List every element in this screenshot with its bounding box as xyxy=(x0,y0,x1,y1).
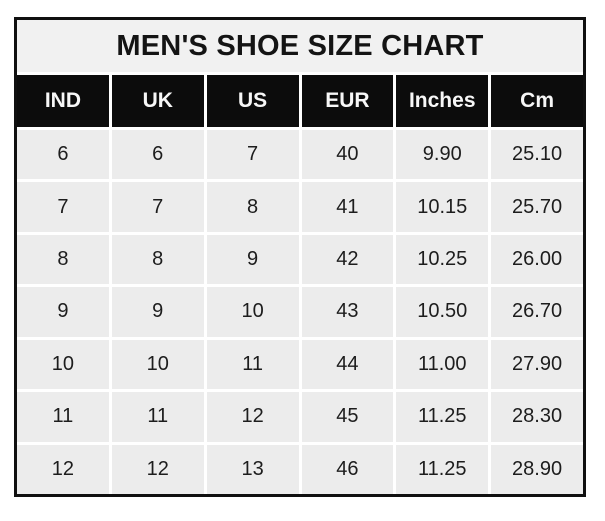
table-cell: 10.25 xyxy=(396,234,489,285)
table-cell: 7 xyxy=(206,130,299,180)
table-cell: 9.90 xyxy=(396,130,489,180)
table-cell: 9 xyxy=(206,234,299,285)
header-cell-eur: EUR xyxy=(301,75,394,127)
table-cell: 11.25 xyxy=(396,444,489,494)
table-cell: 10 xyxy=(17,339,109,390)
table-cell: 7 xyxy=(17,182,109,232)
table-cell: 26.70 xyxy=(491,287,583,337)
table-cell: 46 xyxy=(301,444,394,494)
table-cell: 12 xyxy=(111,444,204,494)
header-cell-uk: UK xyxy=(111,75,204,127)
table-cell: 25.10 xyxy=(491,130,583,180)
table-cell: 12 xyxy=(17,444,109,494)
table-cell: 7 xyxy=(111,182,204,232)
table-cell: 13 xyxy=(206,444,299,494)
table-cell: 26.00 xyxy=(491,234,583,285)
table-cell: 41 xyxy=(301,182,394,232)
table-cell: 45 xyxy=(301,392,394,442)
table-cell: 8 xyxy=(111,234,204,285)
table-cell: 9 xyxy=(111,287,204,337)
table-cell: 6 xyxy=(111,130,204,180)
table-cell: 11.25 xyxy=(396,392,489,442)
table-cell: 25.70 xyxy=(491,182,583,232)
table-cell: 10.15 xyxy=(396,182,489,232)
table-cell: 10 xyxy=(111,339,204,390)
shoe-size-chart: MEN'S SHOE SIZE CHART IND UK US EUR Inches Cm… xyxy=(14,17,586,497)
table-cell: 43 xyxy=(301,287,394,337)
table-cell: 11.00 xyxy=(396,339,489,390)
table-cell: 8 xyxy=(206,182,299,232)
header-cell-ind: IND xyxy=(17,75,109,127)
table-cell: 11 xyxy=(17,392,109,442)
table-cell: 10.50 xyxy=(396,287,489,337)
table-cell: 11 xyxy=(206,339,299,390)
table-cell: 9 xyxy=(17,287,109,337)
table-cell: 42 xyxy=(301,234,394,285)
table-cell: 28.30 xyxy=(491,392,583,442)
table-cell: 44 xyxy=(301,339,394,390)
table-cell: 6 xyxy=(17,130,109,180)
header-cell-us: US xyxy=(206,75,299,127)
table-cell: 12 xyxy=(206,392,299,442)
table-cell: 40 xyxy=(301,130,394,180)
header-cell-inches: Inches xyxy=(396,75,489,127)
table-cell: 10 xyxy=(206,287,299,337)
table-cell: 27.90 xyxy=(491,339,583,390)
table-cell: 8 xyxy=(17,234,109,285)
table-cell: 28.90 xyxy=(491,444,583,494)
chart-title: MEN'S SHOE SIZE CHART xyxy=(17,20,583,72)
header-cell-cm: Cm xyxy=(491,75,583,127)
table-cell: 11 xyxy=(111,392,204,442)
